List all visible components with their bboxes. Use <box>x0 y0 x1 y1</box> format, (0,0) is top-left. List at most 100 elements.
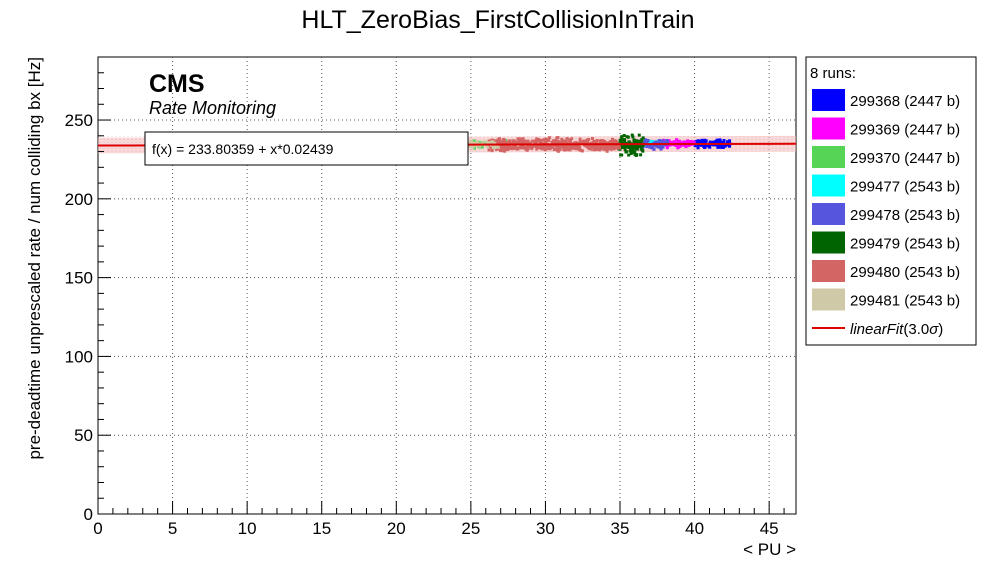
data-point <box>648 139 652 143</box>
data-point <box>525 147 529 151</box>
data-point <box>478 144 482 148</box>
data-point <box>633 152 637 156</box>
data-point <box>606 144 610 148</box>
data-point <box>533 139 537 143</box>
data-point <box>600 147 604 151</box>
data-point <box>665 146 669 150</box>
data-point <box>641 136 645 140</box>
data-point <box>469 139 473 143</box>
data-point <box>556 149 560 153</box>
data-point <box>521 144 525 148</box>
data-point <box>555 136 559 140</box>
data-point <box>666 139 670 143</box>
data-point <box>540 146 544 150</box>
data-point <box>492 141 496 145</box>
data-point <box>565 144 569 148</box>
data-point <box>703 141 707 145</box>
data-point <box>622 141 626 145</box>
data-point <box>704 139 708 143</box>
data-point <box>593 141 597 145</box>
x-tick-label: 0 <box>93 519 102 538</box>
x-axis: 0 5 10 15 20 25 30 35 40 45 <box>93 501 785 538</box>
data-point <box>502 138 506 142</box>
data-point <box>648 145 652 149</box>
x-tick-label: 35 <box>611 519 630 538</box>
data-point <box>557 141 561 145</box>
data-point <box>563 139 567 143</box>
data-point <box>651 140 655 144</box>
data-point <box>496 138 500 142</box>
data-point <box>524 146 528 150</box>
data-point <box>552 148 556 152</box>
data-point <box>493 146 497 150</box>
legend-header: 8 runs: <box>810 65 856 82</box>
data-point <box>626 135 630 139</box>
data-point <box>544 139 548 143</box>
data-point <box>587 137 591 141</box>
y-tick-label: 50 <box>74 426 93 445</box>
data-point <box>506 146 510 150</box>
data-point <box>639 145 643 149</box>
data-point <box>584 144 588 148</box>
legend-label: 299480 (2543 b) <box>850 264 960 281</box>
legend-label: 299368 (2447 b) <box>850 93 960 110</box>
data-point <box>490 140 494 144</box>
data-point <box>647 143 651 147</box>
data-point <box>661 145 665 149</box>
data-point <box>553 139 557 143</box>
data-point <box>533 141 537 145</box>
data-point <box>500 149 504 153</box>
data-point <box>675 141 679 145</box>
legend-swatch <box>812 203 845 225</box>
legend-entry: 299480 (2543 b) <box>812 260 960 282</box>
data-point <box>568 144 572 148</box>
legend-fit-suffix: (3.0 <box>903 321 929 338</box>
legend-entry: 299478 (2543 b) <box>812 203 960 225</box>
data-point <box>536 139 540 143</box>
data-point <box>629 146 633 150</box>
data-point <box>565 137 569 141</box>
data-point <box>627 153 631 157</box>
data-point <box>563 148 567 152</box>
data-point <box>599 139 603 143</box>
legend-label: 299479 (2543 b) <box>850 236 960 253</box>
data-point <box>646 139 650 143</box>
data-point <box>541 138 545 142</box>
data-point <box>723 144 727 148</box>
data-point <box>654 140 658 144</box>
data-point <box>559 140 563 144</box>
data-point <box>620 137 624 141</box>
data-point <box>500 146 504 150</box>
data-point <box>601 145 605 149</box>
legend-entry: 299479 (2543 b) <box>812 231 960 254</box>
data-point <box>652 147 656 151</box>
legend-entry: 299368 (2447 b) <box>812 89 960 111</box>
data-point <box>640 138 644 142</box>
data-point <box>584 139 588 143</box>
data-point <box>597 146 601 150</box>
data-point <box>496 140 500 144</box>
data-point <box>535 147 539 151</box>
data-point <box>550 144 554 148</box>
legend-swatch <box>812 146 845 168</box>
data-point <box>475 144 479 148</box>
data-point <box>674 144 678 148</box>
data-point <box>700 139 704 143</box>
data-point <box>519 137 523 141</box>
data-point <box>556 139 560 143</box>
data-point <box>678 144 682 148</box>
data-point <box>544 144 548 148</box>
data-point <box>619 140 623 144</box>
data-point <box>469 144 473 148</box>
data-point <box>581 141 585 145</box>
data-point <box>631 135 635 139</box>
data-point <box>605 149 609 153</box>
plot-frame <box>97 56 797 515</box>
data-point <box>491 146 495 150</box>
data-point <box>490 149 494 153</box>
data-point <box>503 148 507 152</box>
data-point <box>526 139 530 143</box>
data-point <box>547 147 551 151</box>
data-point <box>631 150 635 154</box>
